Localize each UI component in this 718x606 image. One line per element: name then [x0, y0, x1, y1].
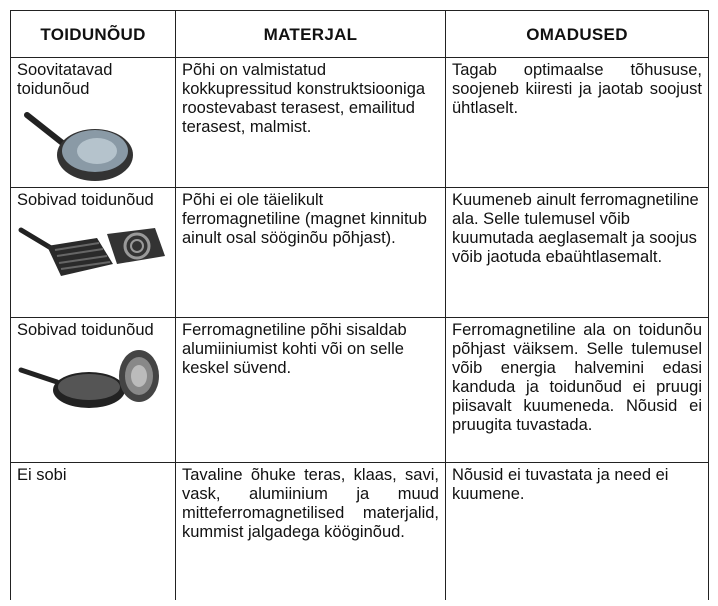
cell: Sobivad toidunõud	[10, 187, 176, 318]
cookware-table: TOIDUNÕUD MATERJAL OMADUSED Soovitatavad…	[10, 10, 709, 600]
cell-text: Sobivad toidunõud	[17, 191, 154, 209]
header-row: TOIDUNÕUD MATERJAL OMADUSED	[10, 10, 709, 58]
cell: Kuumeneb ainult ferromagnetiline ala. Se…	[445, 187, 709, 318]
cell: Nõusid ei tuvastata ja need ei kuumene.	[445, 462, 709, 600]
cell: Põhi on valmistatud kokkupressitud konst…	[175, 57, 446, 188]
header-cell: OMADUSED	[445, 10, 709, 58]
cell: Tavaline õhuke teras, klaas, savi, vask,…	[175, 462, 446, 600]
cell: Põhi ei ole täielikult ferromagnetiline …	[175, 187, 446, 318]
cell: Sobivad toidunõud	[10, 317, 176, 463]
cell-text: Soovitatavad toidunõud	[17, 61, 113, 98]
table-row: Ei sobi Tavaline õhuke teras, klaas, sav…	[10, 462, 709, 600]
cell: Ferromagnetiline ala on toidunõu põhjast…	[445, 317, 709, 463]
header-cell: MATERJAL	[175, 10, 446, 58]
cell: Soovitatavad toidunõud	[10, 57, 176, 188]
table-row: Soovitatavad toidunõud Põhi on valmistat…	[10, 57, 709, 188]
cell: Ferromagnetiline põhi sisaldab alumiiniu…	[175, 317, 446, 463]
pan-icon	[18, 350, 159, 408]
table-row: Sobivad toidunõud Põhi ei ole täielikult…	[10, 187, 709, 318]
cell-text: Sobivad toidunõud	[17, 321, 154, 339]
pan-icon	[24, 112, 133, 181]
header-cell: TOIDUNÕUD	[10, 10, 176, 58]
grill-pan-icon	[18, 227, 165, 276]
cell: Ei sobi	[10, 462, 176, 600]
table-row: Sobivad toidunõud Ferromagnetiline põhi …	[10, 317, 709, 463]
cell: Tagab optimaalse tõhususe, soojeneb kiir…	[445, 57, 709, 188]
